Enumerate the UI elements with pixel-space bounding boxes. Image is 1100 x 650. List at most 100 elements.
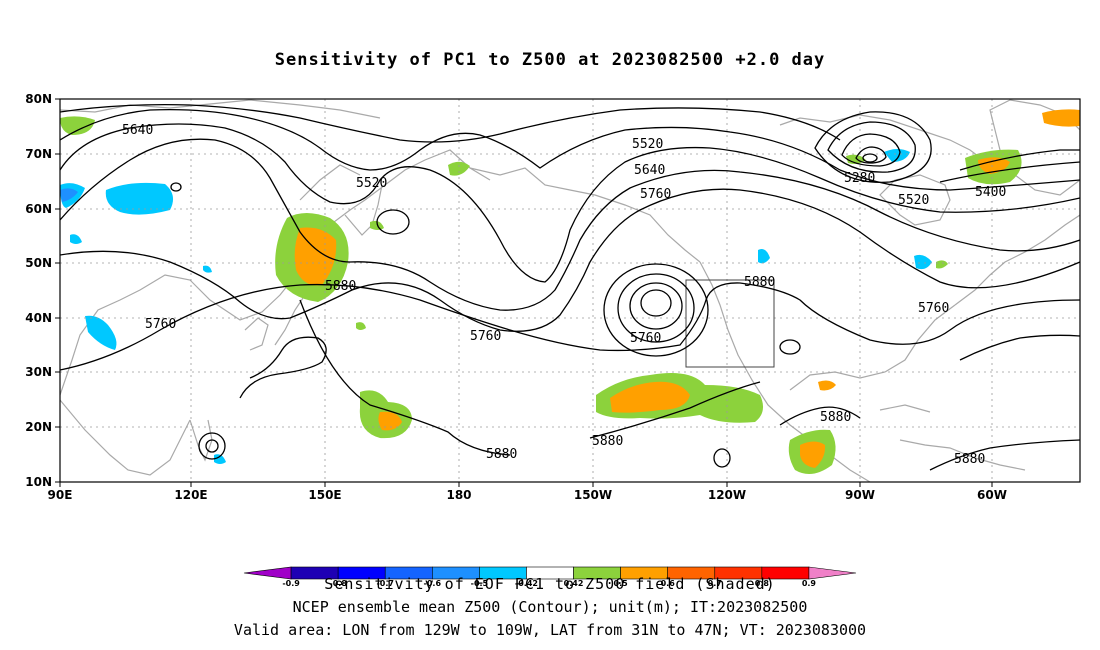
shade-japan-orange: [294, 227, 337, 286]
contour-label: 5520: [898, 193, 929, 208]
colorbar-label: 0.8: [755, 579, 770, 588]
lon-tick-label: 90E: [48, 488, 73, 502]
contour-label: 5880: [592, 434, 623, 449]
lat-tick-label: 80N: [25, 92, 52, 106]
contour-label: 5400: [975, 185, 1006, 200]
colorbar-label: -0.8: [329, 579, 347, 588]
caption-valid-area: Valid area: LON from 129W to 109W, LAT f…: [233, 621, 867, 639]
colorbar-label: -0.42: [515, 579, 538, 588]
colorbar-label: -0.5: [471, 579, 489, 588]
colorbar-label: -0.9: [282, 579, 300, 588]
contour-label: 5880: [954, 452, 985, 467]
low-ring-1: [814, 111, 932, 184]
typhoon-ring-2: [205, 439, 219, 453]
shade-east-pacific-orange: [610, 381, 690, 413]
contour-5880-southwest: [299, 299, 511, 456]
lat-tick-label: 70N: [25, 147, 52, 161]
colorbar-swatch: [808, 566, 857, 580]
small-cell-rockies: [779, 339, 801, 355]
shade-small-green: [356, 322, 366, 330]
lon-tick-labels: 90E 120E 150E 180 150W 120W 90W 60W: [48, 488, 1007, 502]
caption-contour: NCEP ensemble mean Z500 (Contour); unit(…: [292, 598, 808, 616]
lat-tick-labels: 80N 70N 60N 50N 40N 30N 20N 10N: [25, 92, 52, 489]
contour-5640: [60, 138, 1080, 311]
caribbean: [899, 439, 1026, 471]
asian-contour-2: [239, 336, 327, 399]
contour-label: 5640: [122, 123, 153, 138]
shade-nw-atlantic-green: [60, 116, 95, 135]
contour-label: 5760: [918, 301, 949, 316]
lon-tick-label: 180: [446, 488, 471, 502]
low-ring-4: [855, 146, 887, 164]
colorbar-label: -0.6: [424, 579, 442, 588]
contour-label: 5520: [356, 176, 387, 191]
typhoon-ring-1: [198, 432, 226, 460]
lon-tick-label: 150W: [574, 488, 612, 502]
contour-5520: [60, 123, 1080, 283]
shade-alaska-green: [448, 161, 470, 176]
shade-ne-green: [936, 260, 948, 269]
contour-label: 5760: [630, 331, 661, 346]
contour-5880-south: [60, 282, 1080, 371]
colorbar-label: 0.6: [661, 579, 676, 588]
lon-tick-label: 150E: [308, 488, 341, 502]
colorbar-label: -0.7: [376, 579, 394, 588]
grid-lines: [60, 99, 1080, 482]
arctic-siberia: [60, 99, 381, 119]
low-ring-5: [862, 153, 878, 163]
korea-peninsula: [244, 317, 269, 351]
contour-label: 5880: [820, 410, 851, 425]
contour-atlantic-lower: [959, 334, 1080, 361]
small-cell-east: [713, 448, 731, 468]
caption-shaded: Sensitivity of EOF PC1 to Z500 field (Sh…: [324, 575, 776, 593]
pacific-high-4: [640, 289, 672, 317]
coastlines: [60, 99, 1080, 482]
plot-frame: [59, 98, 1081, 483]
pacific-high-1: [603, 263, 709, 357]
contour-5760-west: [60, 188, 1080, 332]
shaded-sensitivity: [60, 109, 1080, 474]
shade-hudson-cyan: [884, 149, 910, 162]
asia-south-coast: [60, 399, 191, 476]
lon-tick-label: 90W: [845, 488, 875, 502]
contour-label: 5640: [634, 163, 665, 178]
shade-mid-pacific-orange: [378, 411, 402, 431]
kamchatka-low: [376, 209, 410, 235]
negative-regions: [60, 149, 932, 464]
contour-label: 5880: [744, 275, 775, 290]
valid-area-box: [685, 279, 775, 368]
contour-label: 5880: [486, 447, 517, 462]
contour-5880-east-pacific: [589, 381, 761, 439]
tick-marks: [55, 98, 993, 487]
na-west-coast: [699, 261, 871, 482]
contour-north-east: [959, 149, 1080, 171]
alaska-coast: [469, 167, 701, 263]
shade-canada-cyan: [914, 254, 932, 270]
asian-cell: [170, 182, 182, 192]
sea-of-okhotsk: [299, 164, 361, 201]
lat-tick-label: 50N: [25, 256, 52, 270]
pacific-high-3: [629, 282, 683, 330]
shade-gulf-orange: [818, 380, 836, 391]
lon-tick-label: 120E: [174, 488, 207, 502]
lat-tick-label: 60N: [25, 202, 52, 216]
lon-tick-label: 120W: [708, 488, 746, 502]
low-ring-3: [841, 133, 901, 167]
shade-small-cyan-2: [203, 265, 212, 273]
shade-philippines-cyan: [214, 454, 226, 464]
colorbar-label: 0.7: [708, 579, 722, 588]
shade-china-cyan: [85, 315, 117, 350]
contour-upper-1: [60, 103, 841, 143]
contour-label: 5760: [145, 317, 176, 332]
contour-north-atl: [939, 161, 1080, 183]
shade-greenland-orange: [1042, 109, 1080, 127]
contour-labels: 5640 5520 5520 5640 5760 5880 5760 5760 …: [122, 123, 1006, 467]
z500-contours: [60, 103, 1080, 471]
gulf-coast: [789, 304, 956, 391]
shade-siberia-cyan: [105, 182, 174, 215]
contour-label: 5880: [325, 279, 356, 294]
contour-gulf: [779, 406, 861, 426]
pacific-high-2: [617, 273, 695, 343]
colorbar: -0.9 -0.8 -0.7 -0.6 -0.5 -0.42 0.42 0.5 0.6 0.7 0.…: [243, 566, 857, 588]
